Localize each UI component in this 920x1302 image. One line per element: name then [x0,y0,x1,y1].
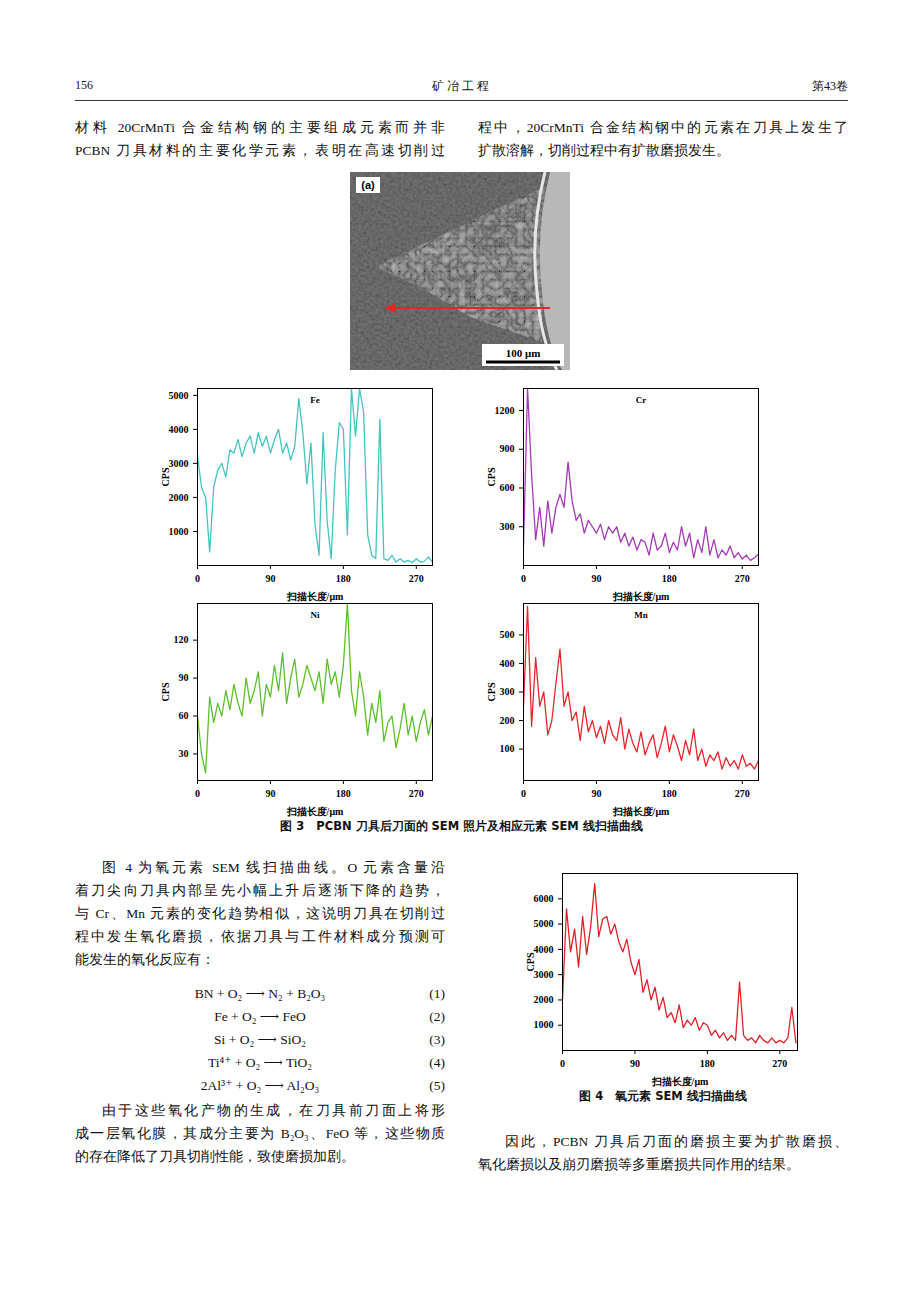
svg-text:扫描长度/μm: 扫描长度/μm [612,806,670,817]
svg-text:0: 0 [195,573,200,584]
svg-text:90: 90 [265,788,275,799]
html-text:156: 156 [75,78,93,92]
svg-text:600: 600 [500,482,515,493]
svg-text:900: 900 [500,443,515,454]
svg-text:270: 270 [772,1058,787,1069]
html-text:与 Cr、Mn 元素的变化趋势相似，这说明刀具在切削过: 与 Cr、Mn 元素的变化趋势相似，这说明刀具在切削过 [75,906,445,921]
html-text:图 3 PCBN 刀具后刀面的 SEM 照片及相应元素 SE: 图 3 PCBN 刀具后刀面的 SEM 照片及相应元素 SEM 线扫描曲线 [280,819,643,833]
html-text:(5): (5) [429,1078,445,1093]
html-text:程中，20CrMnTi 合金结构钢中的元素在刀具上发生了: 程中，20CrMnTi 合金结构钢中的元素在刀具上发生了 [478,120,848,135]
svg-text:180: 180 [336,573,351,584]
html-text:第43卷: 第43卷 [812,79,848,93]
svg-text:270: 270 [735,788,750,799]
svg-text:6000: 6000 [534,893,554,904]
html-text:图 4 氧元素 SEM 线扫描曲线: 图 4 氧元素 SEM 线扫描曲线 [579,1089,747,1103]
html-text:(1): (1) [429,986,445,1001]
html-text:(2): (2) [429,1009,445,1024]
svg-text:Cr: Cr [636,395,647,405]
svg-text:CPS: CPS [486,682,497,701]
svg-text:180: 180 [662,788,677,799]
svg-text:Ni: Ni [311,610,320,620]
html-text:Si + O₂ ⟶ SiO₂: Si + O₂ ⟶ SiO₂ [214,1032,306,1047]
html-text:的存在降低了刀具切削性能，致使磨损加剧。: 的存在降低了刀具切削性能，致使磨损加剧。 [75,1149,355,1164]
svg-text:90: 90 [265,573,275,584]
svg-text:1200: 1200 [495,405,515,416]
html-text:(3): (3) [429,1032,445,1047]
html-text:能发生的氧化反应有：: 能发生的氧化反应有： [75,952,215,967]
svg-text:200: 200 [500,715,515,726]
html-text:Fe + O₂ ⟶ FeO: Fe + O₂ ⟶ FeO [214,1009,306,1024]
html-text:程中发生氧化磨损，依据刀具与工件材料成分预测可: 程中发生氧化磨损，依据刀具与工件材料成分预测可 [75,929,445,944]
svg-text:90: 90 [591,788,601,799]
html-text:图 4 为氧元素 SEM 线扫描曲线。O 元素含量沿: 图 4 为氧元素 SEM 线扫描曲线。O 元素含量沿 [102,860,445,875]
html-text:Ti⁴⁺ + O₂ ⟶ TiO₂: Ti⁴⁺ + O₂ ⟶ TiO₂ [208,1055,312,1070]
html-text:BN + O₂ ⟶ N₂ + B₂O₃: BN + O₂ ⟶ N₂ + B₂O₃ [194,986,326,1001]
svg-text:4000: 4000 [169,424,189,435]
svg-text:100 μm: 100 μm [506,347,541,359]
svg-text:Mn: Mn [634,610,648,620]
svg-text:3000: 3000 [169,458,189,469]
svg-text:5000: 5000 [534,918,554,929]
svg-text:180: 180 [700,1058,715,1069]
html-text:着刀尖向刀具内部呈先小幅上升后逐渐下降的趋势，: 着刀尖向刀具内部呈先小幅上升后逐渐下降的趋势， [75,883,445,898]
html-text:矿 冶 工 程: 矿 冶 工 程 [431,79,489,93]
svg-text:扫描长度/μm: 扫描长度/μm [651,1076,709,1087]
svg-text:CPS: CPS [525,952,536,971]
svg-text:500: 500 [500,629,515,640]
svg-text:2000: 2000 [534,994,554,1005]
svg-text:30: 30 [179,748,189,759]
svg-text:180: 180 [662,573,677,584]
svg-text:180: 180 [336,788,351,799]
html-text:由于这些氧化产物的生成，在刀具前刀面上将形: 由于这些氧化产物的生成，在刀具前刀面上将形 [102,1103,445,1118]
html-text:成一层氧化膜，其成分主要为 B₂O₃、FeO 等，这些物质: 成一层氧化膜，其成分主要为 B₂O₃、FeO 等，这些物质 [75,1126,445,1141]
svg-text:扫描长度/μm: 扫描长度/μm [286,591,344,602]
svg-text:90: 90 [591,573,601,584]
svg-text:60: 60 [179,710,189,721]
svg-text:3000: 3000 [534,969,554,980]
html-text:扩散溶解，切削过程中有扩散磨损发生。: 扩散溶解，切削过程中有扩散磨损发生。 [478,143,730,158]
svg-text:300: 300 [500,686,515,697]
svg-text:2000: 2000 [169,492,189,503]
svg-text:100: 100 [500,743,515,754]
svg-text:300: 300 [500,521,515,532]
html-text:(4): (4) [429,1055,445,1070]
svg-text:120: 120 [174,634,189,645]
svg-text:Fe: Fe [310,395,320,405]
svg-text:CPS: CPS [486,467,497,486]
svg-text:400: 400 [500,658,515,669]
svg-text:0: 0 [195,788,200,799]
svg-text:270: 270 [409,788,424,799]
svg-text:90: 90 [630,1058,640,1069]
svg-text:0: 0 [521,788,526,799]
html-text:PCBN 刀具材料的主要化学元素，表明在高速切削过: PCBN 刀具材料的主要化学元素，表明在高速切削过 [75,143,445,158]
html-text:材料 20CrMnTi 合金结构钢的主要组成元素而并非: 材料 20CrMnTi 合金结构钢的主要组成元素而并非 [75,120,445,135]
svg-text:1000: 1000 [169,526,189,537]
svg-text:4000: 4000 [534,944,554,955]
html-text:因此，PCBN 刀具后刀面的磨损主要为扩散磨损、: 因此，PCBN 刀具后刀面的磨损主要为扩散磨损、 [505,1134,848,1149]
html-text:2Al³⁺ + O₂ ⟶ Al₂O₃: 2Al³⁺ + O₂ ⟶ Al₂O₃ [200,1078,320,1093]
svg-text:5000: 5000 [169,390,189,401]
svg-text:0: 0 [560,1058,565,1069]
svg-text:CPS: CPS [160,682,171,701]
svg-text:CPS: CPS [160,467,171,486]
svg-text:1000: 1000 [534,1019,554,1030]
svg-text:(a): (a) [361,179,375,191]
svg-text:270: 270 [409,573,424,584]
svg-text:扫描长度/μm: 扫描长度/μm [286,806,344,817]
svg-text:90: 90 [179,672,189,683]
svg-text:270: 270 [735,573,750,584]
svg-text:扫描长度/μm: 扫描长度/μm [612,591,670,602]
html-text:氧化磨损以及崩刃磨损等多重磨损共同作用的结果。: 氧化磨损以及崩刃磨损等多重磨损共同作用的结果。 [478,1157,800,1172]
svg-text:0: 0 [521,573,526,584]
